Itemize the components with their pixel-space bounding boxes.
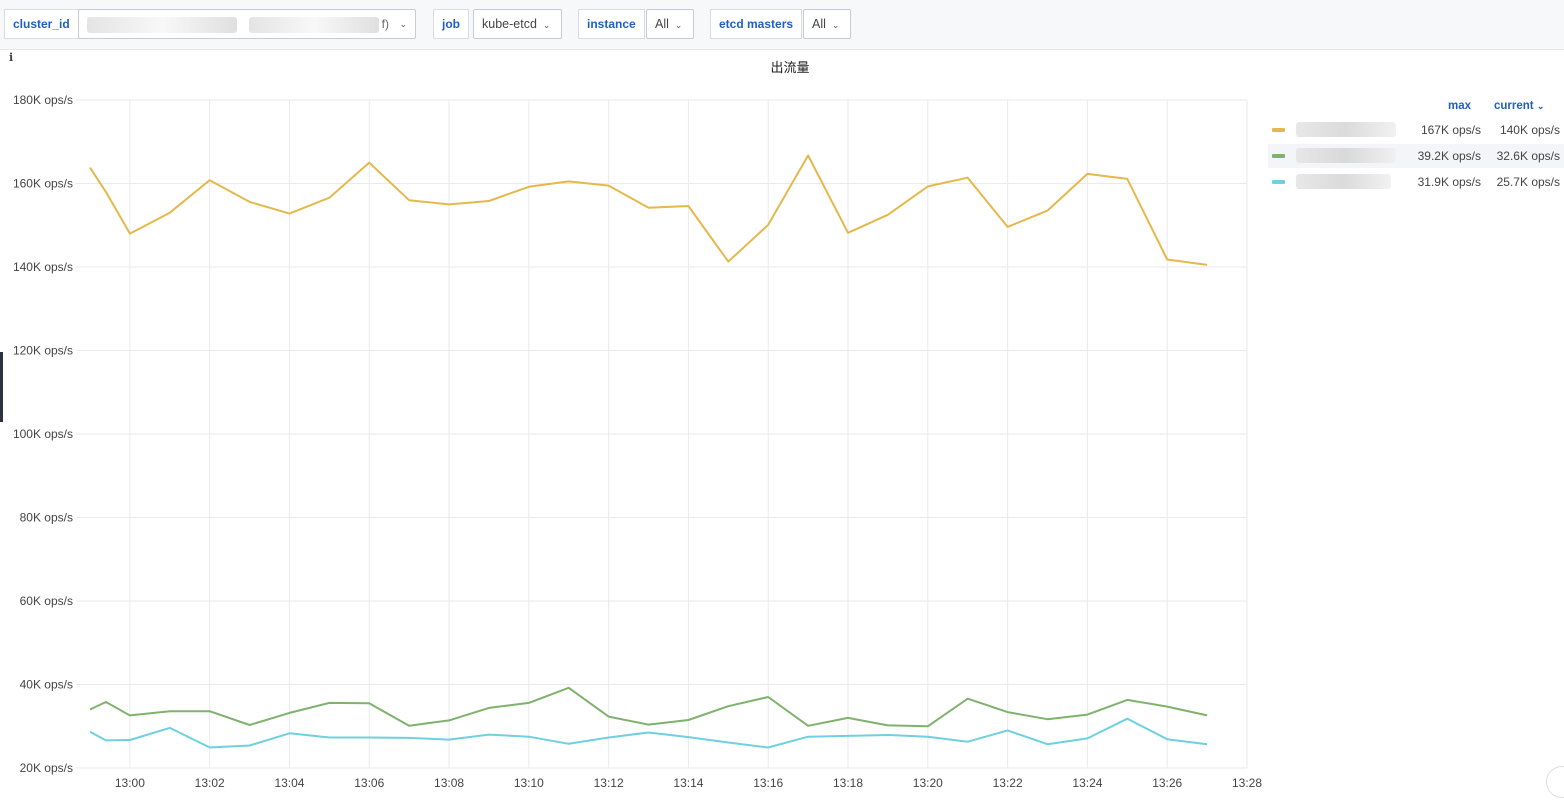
- x-tick-label: 13:08: [434, 776, 464, 790]
- instance-select[interactable]: All ⌄: [646, 9, 694, 39]
- series-line-2: [89, 717, 1208, 749]
- etcd-masters-select[interactable]: All ⌄: [803, 9, 851, 39]
- legend-header-current[interactable]: current ⌄: [1494, 100, 1544, 112]
- chevron-down-icon: ⌄: [831, 20, 840, 30]
- y-tick-label: 160K ops/s: [13, 177, 73, 191]
- legend-current-value: 32.6K ops/s: [1496, 149, 1560, 163]
- x-tick-label: 13:26: [1152, 776, 1182, 790]
- y-tick-label: 180K ops/s: [13, 93, 73, 107]
- var-label-etcd-masters: etcd masters: [710, 9, 803, 39]
- legend-swatch: [1272, 180, 1285, 184]
- series-line-0: [89, 154, 1208, 266]
- x-tick-label: 13:28: [1232, 776, 1262, 790]
- x-tick-label: 13:22: [993, 776, 1023, 790]
- var-label-cluster-id: cluster_id: [4, 9, 79, 39]
- x-tick-label: 13:02: [195, 776, 225, 790]
- legend-series-name-redacted: [1296, 148, 1396, 163]
- x-tick-label: 13:18: [833, 776, 863, 790]
- y-tick-label: 100K ops/s: [13, 427, 73, 441]
- y-tick-label: 40K ops/s: [20, 678, 73, 692]
- series-line-1: [89, 686, 1208, 728]
- legend-current-value: 25.7K ops/s: [1496, 175, 1560, 189]
- legend-header-current-label: current: [1494, 100, 1534, 112]
- x-tick-label: 13:20: [913, 776, 943, 790]
- job-value: kube-etcd: [482, 17, 537, 31]
- y-tick-label: 120K ops/s: [13, 344, 73, 358]
- legend-swatch: [1272, 128, 1285, 132]
- var-label-instance: instance: [578, 9, 645, 39]
- x-tick-label: 13:04: [274, 776, 304, 790]
- x-tick-label: 13:14: [673, 776, 703, 790]
- y-tick-label: 80K ops/s: [20, 511, 73, 525]
- legend-max-value: 31.9K ops/s: [1417, 175, 1481, 189]
- panel-title[interactable]: 出流量: [770, 60, 810, 75]
- y-tick-label: 60K ops/s: [20, 594, 73, 608]
- info-icon[interactable]: i: [9, 51, 14, 64]
- y-tick-label: 140K ops/s: [13, 260, 73, 274]
- x-tick-label: 13:00: [115, 776, 145, 790]
- redacted-value: [249, 17, 379, 33]
- legend-max-value: 39.2K ops/s: [1417, 149, 1481, 163]
- cluster-id-select[interactable]: f) ⌄: [78, 9, 416, 39]
- legend-item[interactable]: 31.9K ops/s 25.7K ops/s: [1268, 170, 1564, 194]
- legend-item[interactable]: 167K ops/s 140K ops/s: [1268, 118, 1564, 142]
- instance-value: All: [655, 17, 669, 31]
- x-tick-label: 13:06: [354, 776, 384, 790]
- legend-series-name-redacted: [1296, 122, 1396, 137]
- etcd-masters-value: All: [812, 17, 826, 31]
- chevron-down-icon: ⌄: [674, 20, 683, 30]
- x-tick-label: 13:16: [753, 776, 783, 790]
- chevron-down-icon: ⌄: [1536, 101, 1545, 111]
- y-tick-label: 20K ops/s: [20, 761, 73, 775]
- legend-swatch: [1272, 154, 1285, 158]
- var-label-job: job: [433, 9, 469, 39]
- x-tick-label: 13:10: [514, 776, 544, 790]
- legend-item[interactable]: 39.2K ops/s 32.6K ops/s: [1268, 144, 1564, 168]
- redacted-value: [87, 17, 237, 33]
- x-tick-label: 13:12: [594, 776, 624, 790]
- x-tick-label: 13:24: [1072, 776, 1102, 790]
- cluster-id-value-tail: f): [381, 17, 389, 31]
- variables-bar: cluster_id f) ⌄ job kube-etcd ⌄ instance …: [0, 0, 1564, 50]
- chevron-down-icon: ⌄: [399, 19, 407, 29]
- legend-header-max[interactable]: max: [1448, 100, 1472, 112]
- job-select[interactable]: kube-etcd ⌄: [473, 9, 562, 39]
- chevron-down-icon: ⌄: [542, 20, 551, 30]
- panel-resize-handle[interactable]: [0, 352, 3, 422]
- legend-series-name-redacted: [1296, 174, 1391, 189]
- legend-current-value: 140K ops/s: [1499, 123, 1560, 137]
- legend-max-value: 167K ops/s: [1420, 123, 1481, 137]
